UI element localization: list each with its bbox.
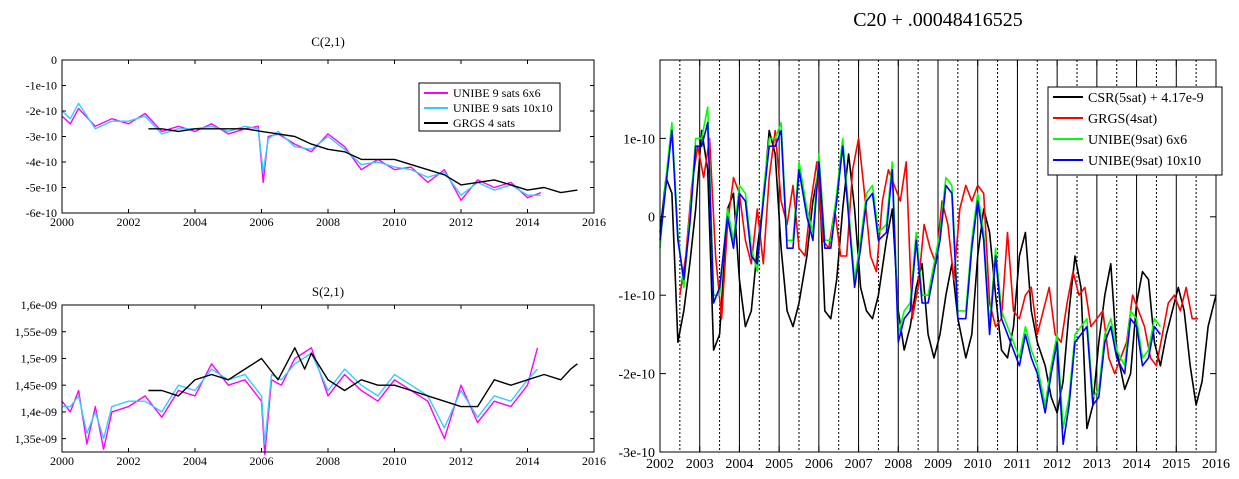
x-tick-label: 2015 [1162, 457, 1190, 472]
y-tick-label: 0 [51, 53, 57, 67]
y-tick-label: -3e-10 [618, 446, 655, 461]
series-line-3 [659, 121, 1162, 446]
y-tick-label: 1,45e-09 [15, 378, 57, 392]
x-tick-label: 2000 [50, 215, 74, 229]
series-line-1 [61, 102, 541, 196]
x-tick-label: 2005 [765, 457, 793, 472]
y-tick-label: -2e-10 [618, 368, 655, 383]
x-tick-label: 2004 [725, 457, 753, 472]
series-line-0 [659, 129, 1217, 430]
x-tick-label: 2012 [1043, 457, 1071, 472]
x-tick-label: 2016 [582, 215, 606, 229]
chart-2: C20 + .00048416525 2002 2003 2004 2005 2006 20… [618, 9, 1230, 472]
x-tick-label: 2004 [183, 454, 207, 468]
chart-title: C20 + .00048416525 [853, 9, 1023, 31]
y-tick-label: -2e-10 [26, 104, 57, 118]
x-tick-label: 2016 [1202, 457, 1230, 472]
x-tick-label: 2016 [582, 454, 606, 468]
x-tick-label: 2002 [117, 454, 141, 468]
x-tick-label: 2008 [316, 454, 340, 468]
x-tick-label: 2014 [1123, 457, 1151, 472]
y-tick-label: 1e-10 [623, 132, 655, 147]
legend-label-0: CSR(5sat) + 4.17e-9 [1088, 91, 1204, 106]
x-tick-label: 2002 [117, 215, 141, 229]
x-tick-label: 2008 [884, 457, 912, 472]
x-tick-label: 2008 [316, 215, 340, 229]
x-tick-label: 2012 [449, 215, 473, 229]
x-tick-label: 2014 [516, 454, 540, 468]
x-tick-label: 2006 [805, 457, 833, 472]
legend-label-3: UNIBE(9sat) 10x10 [1088, 154, 1201, 169]
y-tick-label: 0 [648, 211, 655, 226]
series-line-1 [679, 129, 1199, 375]
chart-title: C(2,1) [311, 34, 345, 49]
y-tick-label: -1e-10 [26, 79, 57, 93]
x-tick-label: 2012 [449, 454, 473, 468]
x-tick-label: 2006 [250, 215, 274, 229]
y-tick-label: -4e-10 [26, 155, 57, 169]
x-tick-label: 2010 [964, 457, 992, 472]
y-tick-label: 1,6e-09 [21, 298, 57, 312]
y-tick-label: 1,35e-09 [15, 432, 57, 446]
legend-label-1: UNIBE 9 sats 10x10 [453, 101, 553, 115]
x-tick-label: 2006 [250, 454, 274, 468]
legend-label-2: GRGS 4 sats [453, 116, 515, 130]
legend: CSR(5sat) + 4.17e-9 GRGS(4sat) UNIBE(9sat)… [1047, 86, 1223, 176]
x-tick-label: 2011 [1004, 457, 1031, 472]
x-tick-label: 2002 [646, 457, 674, 472]
chart-1: S(2,1) 2000 2002 2004 2006 2008 2010 2012 2014 20… [15, 284, 606, 468]
x-tick-label: 2010 [383, 454, 407, 468]
chart-title: S(2,1) [312, 284, 344, 299]
chart-0: C(2,1) 2000 2002 2004 2006 2008 2010 2012 2014 20… [26, 34, 606, 229]
x-tick-label: 2004 [183, 215, 207, 229]
x-tick-label: 2000 [50, 454, 74, 468]
x-tick-label: 2003 [686, 457, 714, 472]
x-tick-label: 2010 [383, 215, 407, 229]
y-tick-label: -6e-10 [26, 206, 57, 220]
y-tick-label: 1,5e-09 [21, 352, 57, 366]
y-tick-label: -3e-10 [26, 130, 57, 144]
y-tick-label: -1e-10 [618, 289, 655, 304]
x-tick-label: 2009 [924, 457, 952, 472]
legend-label-2: UNIBE(9sat) 6x6 [1088, 133, 1187, 148]
x-tick-label: 2007 [845, 457, 873, 472]
y-tick-label: 1,55e-09 [15, 325, 57, 339]
series-line-2 [148, 347, 578, 408]
y-tick-label: 1,4e-09 [21, 405, 57, 419]
x-tick-label: 2014 [516, 215, 540, 229]
series-line-2 [148, 128, 578, 194]
legend-label-0: UNIBE 9 sats 6x6 [453, 86, 541, 100]
y-tick-label: -5e-10 [26, 181, 57, 195]
x-tick-label: 2013 [1083, 457, 1111, 472]
series-line-1 [62, 352, 539, 445]
legend-label-1: GRGS(4sat) [1088, 112, 1158, 127]
